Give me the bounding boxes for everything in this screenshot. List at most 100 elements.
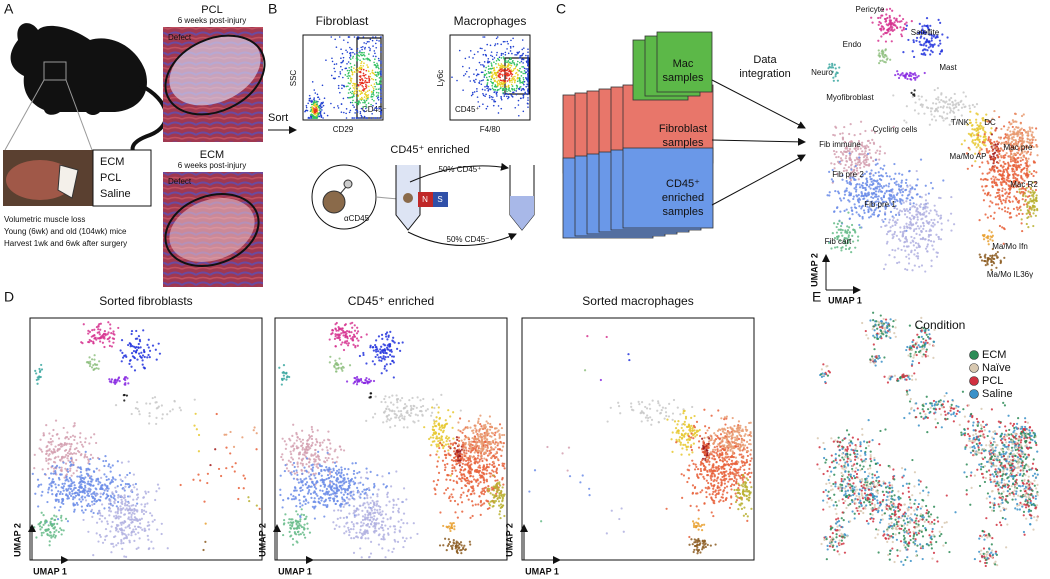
cell-dot xyxy=(474,503,477,506)
cell-dot xyxy=(844,147,847,150)
cell-dot xyxy=(885,8,888,11)
cell-dot xyxy=(868,185,871,188)
cell-dot xyxy=(891,224,894,227)
cell-dot xyxy=(404,406,407,409)
cell-dot xyxy=(84,508,87,511)
cell-dot xyxy=(60,528,63,532)
cell-dot xyxy=(458,439,461,443)
cell-dot xyxy=(975,103,979,106)
cell-dot xyxy=(369,501,372,505)
cell-dot xyxy=(1005,151,1008,155)
cell-dot xyxy=(872,179,875,182)
arrow xyxy=(409,162,509,183)
cell-dot xyxy=(337,481,340,484)
cell-dot xyxy=(434,431,437,434)
cell-dot xyxy=(1030,207,1033,210)
cell-dot xyxy=(871,200,874,203)
cell-dot xyxy=(859,120,863,123)
cell-dot xyxy=(303,448,306,451)
cell-dot xyxy=(426,408,429,411)
cell-dot xyxy=(443,463,447,466)
cell-dot xyxy=(289,524,292,527)
cell-dot xyxy=(318,444,322,448)
cell-dot xyxy=(84,499,88,502)
cell-dot xyxy=(67,497,70,500)
cell-dot xyxy=(916,252,919,255)
cell-dot xyxy=(47,449,51,452)
cell-dot xyxy=(393,412,396,415)
cell-dot xyxy=(869,156,873,159)
cell-dot xyxy=(62,485,66,488)
defect-label: Defect xyxy=(168,177,192,186)
cell-dot xyxy=(94,487,97,490)
cell-dot xyxy=(348,364,352,367)
cell-dot xyxy=(904,189,907,192)
cell-dot xyxy=(345,530,348,533)
cell-dot xyxy=(911,50,914,53)
cell-dot xyxy=(109,327,112,330)
cell-dot xyxy=(988,229,991,232)
cell-dot xyxy=(60,466,63,469)
cell-dot xyxy=(126,504,129,507)
cell-dot xyxy=(874,163,877,166)
cell-dot xyxy=(48,540,51,543)
cell-dot xyxy=(968,104,971,107)
cell-dot xyxy=(37,505,40,508)
cell-dot xyxy=(861,141,864,144)
cell-dot xyxy=(113,502,116,505)
cell-dot xyxy=(295,527,299,530)
cell-dot xyxy=(338,504,342,507)
cell-dot xyxy=(397,342,400,345)
cell-dot xyxy=(340,343,343,346)
cell-dot xyxy=(1015,198,1018,201)
cell-dot xyxy=(894,73,897,77)
cell-dot xyxy=(389,417,393,420)
cell-dot xyxy=(374,344,377,347)
cell-dot xyxy=(129,358,132,362)
cell-dot xyxy=(896,218,899,221)
cell-dot xyxy=(156,483,160,486)
cell-dot xyxy=(995,191,999,195)
cell-dot xyxy=(154,348,157,351)
cell-dot xyxy=(93,354,96,357)
cell-dot xyxy=(295,471,299,474)
cell-dot xyxy=(73,438,76,442)
cell-dot xyxy=(348,531,351,534)
cell-dot xyxy=(854,147,857,150)
cell-dot xyxy=(98,337,101,340)
cell-dot xyxy=(199,479,202,482)
cell-dot xyxy=(334,471,338,475)
cell-dot xyxy=(920,264,924,267)
cell-dot xyxy=(931,107,934,110)
cell-dot xyxy=(869,141,872,145)
cell-dot xyxy=(130,489,133,493)
cell-dot xyxy=(134,346,137,350)
cell-dot xyxy=(452,488,455,491)
cell-dot xyxy=(878,188,881,191)
cell-dot xyxy=(845,187,848,190)
cell-dot xyxy=(858,142,861,145)
cell-dot xyxy=(854,190,858,193)
cell-dot xyxy=(367,487,370,490)
cell-dot xyxy=(440,437,443,440)
cell-dot xyxy=(989,215,992,218)
cell-dot xyxy=(938,115,941,118)
cell-dot xyxy=(140,510,144,513)
cell-dot xyxy=(1008,200,1012,204)
cell-dot xyxy=(55,515,58,518)
cell-dot xyxy=(991,146,994,149)
note: Harvest 1wk and 6wk after surgery xyxy=(4,239,127,248)
cell-dot xyxy=(1008,196,1011,199)
cell-dot xyxy=(289,535,292,538)
cell-dot xyxy=(410,412,413,415)
cell-dot xyxy=(929,228,932,231)
cell-dot xyxy=(92,368,96,371)
arrow xyxy=(711,79,806,129)
cell-dot xyxy=(142,512,146,516)
cell-dot xyxy=(991,185,994,189)
cell-dot xyxy=(879,167,882,170)
cell-dot xyxy=(123,496,127,499)
cell-dot xyxy=(99,492,102,495)
cell-dot xyxy=(115,527,118,530)
cell-dot xyxy=(88,483,91,486)
